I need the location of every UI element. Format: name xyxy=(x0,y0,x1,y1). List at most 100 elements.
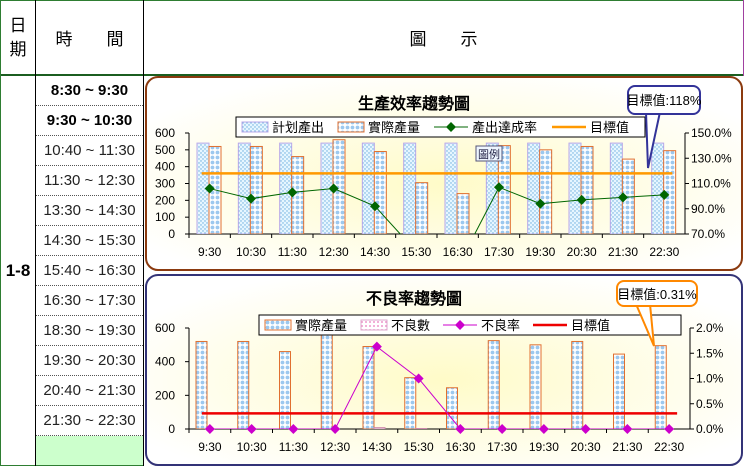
x-tick-label: 20:30 xyxy=(567,245,597,259)
rate-marker xyxy=(497,424,508,434)
legend-swatch xyxy=(360,319,388,331)
time-slot-row[interactable]: 19:30 ~ 20:30 xyxy=(36,346,143,376)
y-right-tick-label: 0.0% xyxy=(696,422,724,436)
x-tick-label: 19:30 xyxy=(529,440,559,454)
legend-label: 實際產量 xyxy=(368,120,420,135)
y-left-tick-label: 0 xyxy=(168,422,175,436)
actual-output-bar xyxy=(195,340,208,429)
y-left-tick-label: 200 xyxy=(155,193,175,207)
y-right-tick-label: 70.0% xyxy=(691,227,725,241)
callout-box xyxy=(616,280,698,307)
efficiency-chart[interactable]: 生產效率趨勢圖 0 100 200 300 400 500 600 70.0% 90.0% 110.… xyxy=(145,76,743,271)
target-callout: 目標值:0.31% xyxy=(617,287,697,302)
time-slot-row[interactable]: 21:30 ~ 22:30 xyxy=(36,406,143,436)
x-tick-label: 16:30 xyxy=(445,440,475,454)
legend-swatch xyxy=(337,121,365,133)
date-value: 1-8 xyxy=(5,261,31,280)
actual-output-bar xyxy=(373,151,387,234)
x-tick-label: 10:30 xyxy=(236,245,266,259)
x-tick-label: 9:30 xyxy=(198,440,222,454)
y-right-tick-label: 90.0% xyxy=(691,202,725,216)
actual-output-bar xyxy=(237,340,250,429)
time-slot-row[interactable]: 9:30 ~ 10:30 xyxy=(36,106,143,136)
planned-output-bar xyxy=(237,142,251,234)
callout-box xyxy=(627,85,701,115)
planned-output-bar xyxy=(651,142,665,234)
col-divider-2 xyxy=(143,0,144,466)
rate-marker xyxy=(246,193,256,204)
legend-label: 實際產量 xyxy=(295,318,347,333)
y-left-tick-label: 400 xyxy=(155,160,175,174)
rate-marker xyxy=(538,424,549,434)
rate-marker xyxy=(618,192,628,203)
legend-label: 不良率 xyxy=(481,318,520,333)
chart-header: 圖 示 xyxy=(409,30,478,50)
rate-marker xyxy=(413,373,424,384)
planned-output-bar xyxy=(279,142,293,234)
actual-output-bar xyxy=(320,332,333,429)
rate-marker xyxy=(494,182,504,193)
legend-label: 不良數 xyxy=(391,318,430,333)
x-tick-label: 16:30 xyxy=(443,245,473,259)
defect-count-bar xyxy=(415,427,428,429)
y-left-tick-label: 400 xyxy=(155,355,175,369)
defect-count-bar xyxy=(373,427,386,429)
x-tick-label: 20:30 xyxy=(571,440,601,454)
time-slot-row[interactable]: 8:30 ~ 9:30 xyxy=(36,76,143,106)
rate-marker xyxy=(288,424,299,434)
target-callout: 目標值:118% xyxy=(627,93,702,108)
legend-swatch xyxy=(241,121,269,133)
rate-marker xyxy=(204,183,215,194)
planned-output-bar xyxy=(403,142,417,234)
y-right-tick-label: 150.0% xyxy=(691,126,732,140)
actual-output-bar xyxy=(415,182,429,234)
legend: 實際產量 不良數 不良率 目標值 xyxy=(258,314,682,336)
rate-marker xyxy=(580,424,591,434)
time-slot-row[interactable]: 20:40 ~ 21:30 xyxy=(36,376,143,406)
y-left-tick-label: 600 xyxy=(155,321,175,335)
date-header-top: 日 xyxy=(9,15,27,36)
y-right-tick-label: 1.5% xyxy=(696,346,724,360)
planned-output-bar xyxy=(568,142,582,234)
time-slot-row[interactable]: 18:30 ~ 19:30 xyxy=(36,316,143,346)
actual-output-bar xyxy=(529,344,542,429)
border-top xyxy=(0,0,744,1)
legend-tooltip-box xyxy=(475,145,503,162)
border-left xyxy=(0,0,1,466)
legend-tooltip: 圖例 xyxy=(478,147,500,161)
actual-output-bar xyxy=(613,353,625,429)
y-left-tick-label: 100 xyxy=(155,210,175,224)
rate-marker xyxy=(246,424,257,434)
chart-title: 生產效率趨勢圖 xyxy=(358,94,470,113)
time-slot-row[interactable]: 16:30 ~ 17:30 xyxy=(36,286,143,316)
legend-label: 目標值 xyxy=(590,120,629,135)
actual-output-bar xyxy=(404,377,417,429)
rate-marker xyxy=(535,198,546,209)
time-slot-row[interactable]: 14:30 ~ 15:30 xyxy=(36,226,143,256)
summary-cell[interactable] xyxy=(36,436,143,466)
legend-label: 產出達成率 xyxy=(472,120,537,135)
time-slot-row[interactable]: 11:30 ~ 12:30 xyxy=(36,166,143,196)
x-tick-label: 14:30 xyxy=(360,245,390,259)
time-slot-row[interactable]: 10:40 ~ 11:30 xyxy=(36,136,143,166)
time-slot-row[interactable]: 15:40 ~ 16:30 xyxy=(36,256,143,286)
y-right-tick-label: 0.5% xyxy=(696,397,724,411)
bars xyxy=(195,332,667,429)
legend-label: 目標值 xyxy=(571,318,610,333)
defect-rate-chart[interactable]: 不良率趨勢圖 0 200 400 600 0.0% 0.5% 1.0% 1.5% 2.0% 9:30… xyxy=(145,274,743,466)
actual-output-bar xyxy=(571,340,584,429)
time-slot-row[interactable]: 13:30 ~ 14:30 xyxy=(36,196,143,226)
y-left-tick-label: 500 xyxy=(155,143,175,157)
y-left-tick-label: 300 xyxy=(155,177,175,191)
x-tick-label: 12:30 xyxy=(320,440,350,454)
actual-output-bar xyxy=(249,145,263,234)
rate-marker xyxy=(576,194,587,205)
date-header: 日 期 xyxy=(0,0,36,75)
col-divider-1 xyxy=(35,0,36,466)
rate-marker xyxy=(204,424,215,434)
x-tick-label: 9:30 xyxy=(198,245,222,259)
chart-title: 不良率趨勢圖 xyxy=(366,289,462,308)
x-tick-label: 22:30 xyxy=(649,245,679,259)
